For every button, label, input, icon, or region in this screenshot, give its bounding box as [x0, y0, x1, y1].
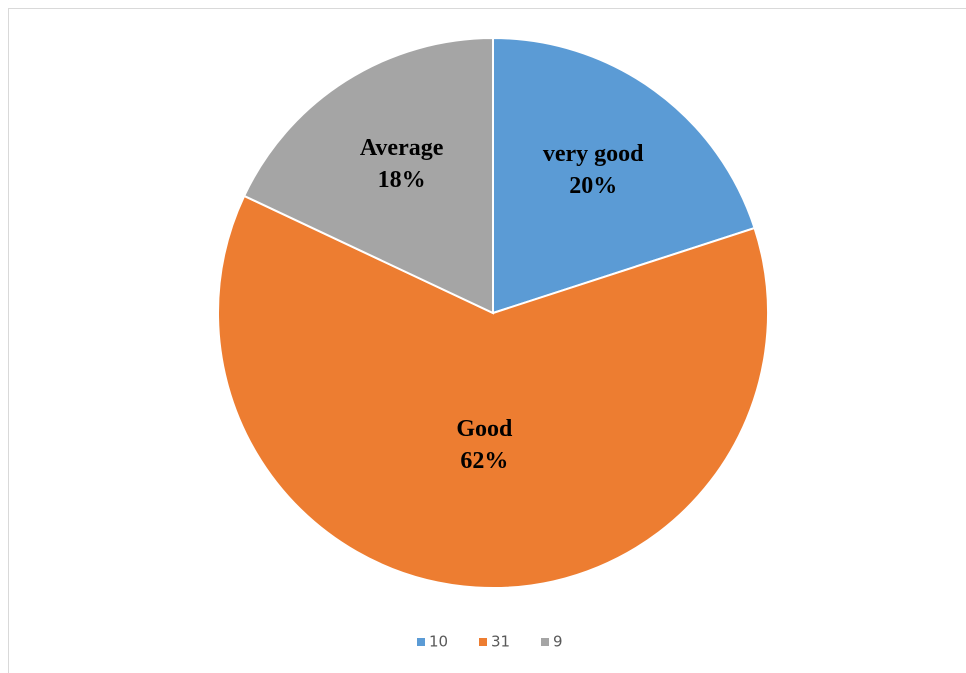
data-label: very good 20% [543, 141, 644, 199]
label-value: 20% [569, 173, 617, 199]
legend-label: 10 [429, 633, 448, 651]
label-name: very good [543, 141, 644, 167]
legend-swatch [541, 638, 549, 646]
label-name: Good [456, 416, 513, 442]
legend-swatch [417, 638, 425, 646]
pie-slice [492, 36, 756, 315]
label-name: Average [360, 135, 444, 161]
legend-label: 31 [491, 633, 510, 651]
label-value: 18% [378, 167, 426, 193]
legend-swatch [479, 638, 487, 646]
legend-label: 9 [553, 633, 563, 651]
pie-slice [242, 36, 494, 315]
label-value: 62% [460, 448, 508, 474]
data-label: Average 18% [360, 135, 444, 193]
pie-slice [217, 194, 769, 589]
data-label: Good 62% [456, 416, 513, 474]
